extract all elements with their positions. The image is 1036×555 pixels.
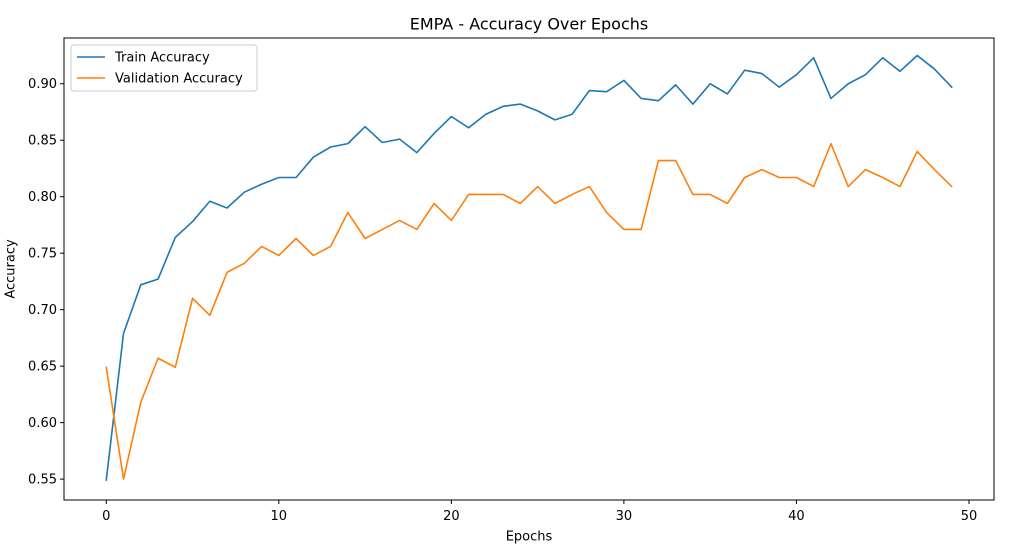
y-tick-label: 0.65 [28, 360, 57, 375]
chart-title: EMPA - Accuracy Over Epochs [410, 15, 648, 34]
legend-label: Train Accuracy [114, 51, 210, 66]
legend: Train Accuracy Validation Accuracy [70, 44, 258, 92]
y-tick-label: 0.70 [28, 303, 57, 318]
y-tick-label: 0.55 [28, 473, 57, 488]
x-tick-label: 50 [961, 509, 978, 524]
plot-frame [63, 37, 995, 501]
y-tick-label: 0.60 [28, 416, 57, 431]
legend-box [70, 44, 258, 92]
series-lines [105, 54, 953, 482]
series-line-train [105, 54, 953, 482]
x-tick-label: 20 [443, 509, 460, 524]
y-tick-label: 0.80 [28, 190, 57, 205]
y-tick-label: 0.90 [28, 77, 57, 92]
series-line-validation [105, 142, 953, 480]
y-tick-label: 0.75 [28, 247, 57, 262]
x-tick-label: 30 [616, 509, 633, 524]
y-axis-label: Accuracy [4, 239, 19, 299]
plot-area [63, 37, 995, 501]
x-tick-label: 10 [271, 509, 288, 524]
legend-label: Validation Accuracy [115, 72, 243, 87]
x-tick-label: 40 [788, 509, 805, 524]
x-tick-label: 0 [102, 509, 110, 524]
y-tick-label: 0.85 [28, 134, 57, 149]
axis-ticks: 0 10 20 30 40 50 0.55 0.60 0.65 0.70 0.75 0.80 0.85 0… [28, 77, 977, 524]
x-axis-label: Epochs [506, 530, 553, 545]
